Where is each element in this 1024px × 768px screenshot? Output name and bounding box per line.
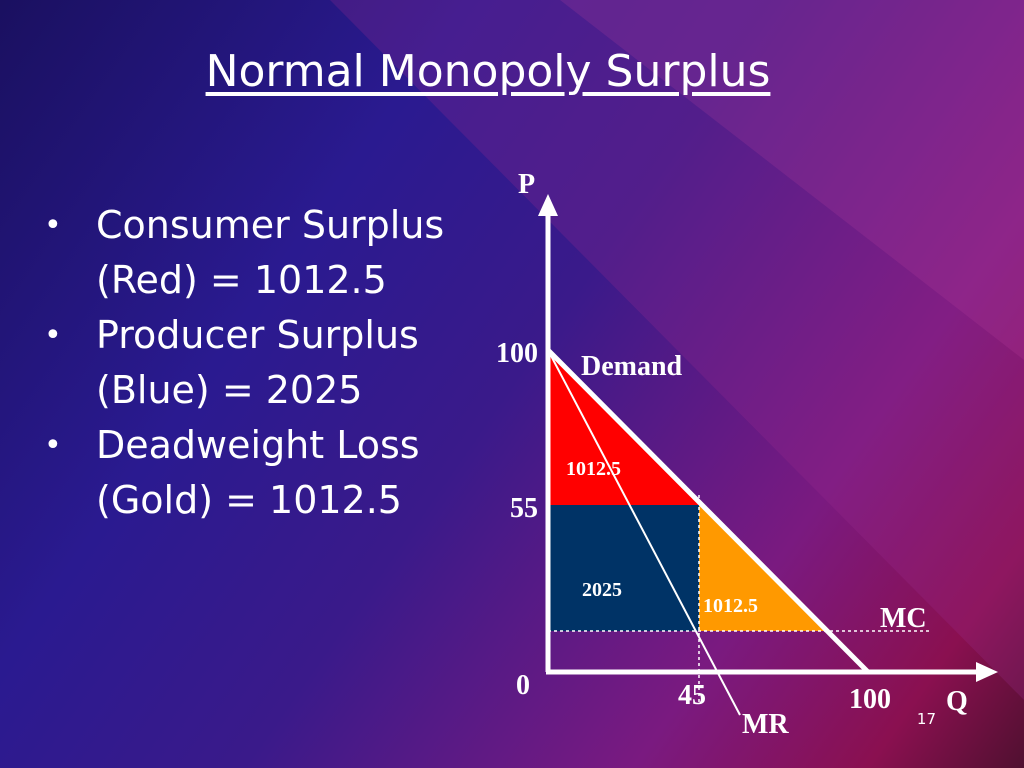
y-axis-label: P — [518, 169, 535, 200]
bullet: Producer Surplus (Blue) = 2025 — [40, 308, 470, 418]
x-arrow — [976, 662, 998, 682]
slide-title: Normal Monopoly Surplus — [205, 46, 771, 97]
x-label: 100 — [849, 684, 891, 715]
demand-line — [546, 348, 870, 674]
producer-surplus — [548, 505, 699, 631]
y-label: 55 — [510, 493, 538, 524]
x-label: 45 — [678, 680, 706, 711]
demand-label: Demand — [581, 351, 683, 382]
y-label: 100 — [496, 338, 538, 369]
mc-label: MC — [880, 603, 927, 634]
bullet: Consumer Surplus (Red) = 1012.5 — [40, 198, 470, 308]
area-label: 2025 — [582, 579, 622, 601]
mr-line — [547, 349, 741, 716]
bullet: Deadweight Loss (Gold) = 1012.5 — [40, 418, 470, 528]
bullet-list: Consumer Surplus (Red) = 1012.5 Producer… — [40, 198, 470, 528]
x-axis-label: Q — [946, 686, 968, 717]
slide-number: 17 — [917, 710, 936, 728]
origin-label: 0 — [516, 670, 530, 701]
mr-label: MR — [742, 709, 789, 740]
y-arrow — [538, 194, 558, 216]
area-label: 1012.5 — [566, 458, 621, 480]
area-label: 1012.5 — [703, 595, 758, 617]
